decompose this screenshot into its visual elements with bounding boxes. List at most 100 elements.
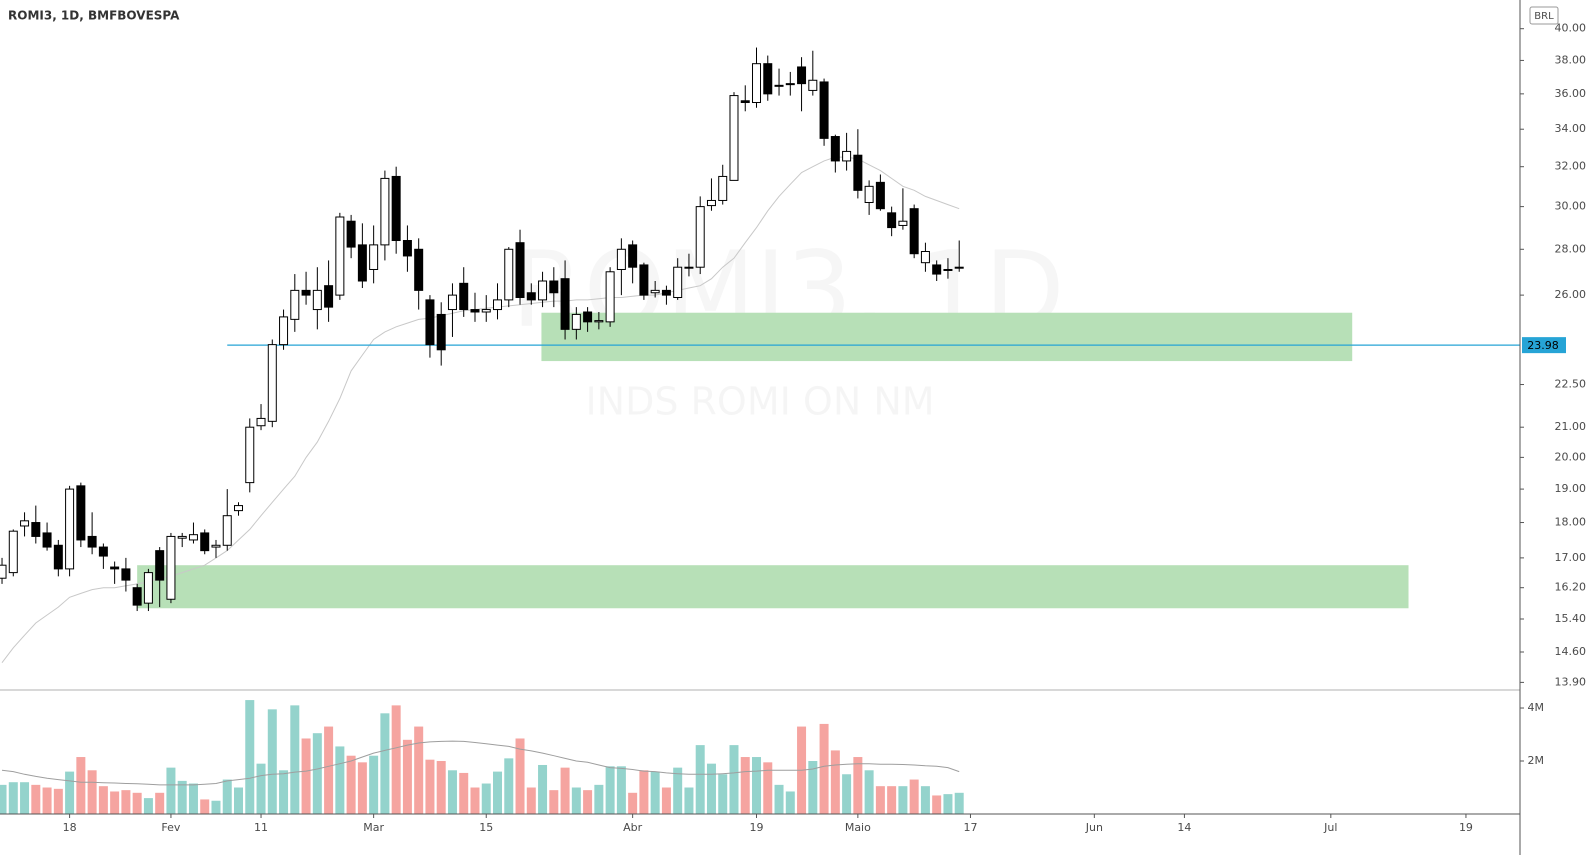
volume-bar	[245, 700, 255, 814]
volume-bar	[594, 784, 604, 814]
volume-bar	[425, 759, 435, 814]
support-zone	[541, 312, 1353, 362]
volume-bar	[436, 761, 446, 814]
price-line-badge	[1522, 337, 1566, 354]
candle-body	[853, 154, 863, 191]
candle-body	[808, 79, 818, 91]
candle-body	[211, 544, 221, 548]
candle-body	[842, 150, 852, 162]
candle-body	[357, 244, 367, 282]
volume-bar	[211, 800, 221, 814]
x-tick-label: 11	[254, 821, 268, 834]
candle-body	[447, 294, 457, 311]
volume-bar	[132, 792, 142, 814]
candle-body	[695, 206, 705, 268]
volume-bar	[267, 709, 277, 814]
candle-body	[459, 282, 469, 311]
candle-body	[256, 417, 266, 427]
candle-body	[31, 522, 41, 537]
volume-bar	[909, 779, 919, 814]
volume-bar	[752, 757, 762, 814]
candle-body	[819, 81, 829, 139]
y-tick-label: 30.00	[1555, 200, 1587, 213]
x-tick-label: 15	[479, 821, 493, 834]
candle-body	[177, 535, 187, 539]
volume-bar	[830, 750, 840, 814]
y-tick-label: 18.00	[1555, 516, 1587, 529]
volume-bar	[414, 726, 424, 814]
currency-box	[1529, 6, 1559, 25]
y-tick-label: 16.20	[1555, 581, 1587, 594]
candle-body	[391, 175, 401, 242]
volume-bar	[661, 787, 671, 814]
candle-body	[425, 299, 435, 346]
candle-body	[110, 566, 120, 570]
volume-bar	[920, 786, 930, 814]
volume-bar	[256, 763, 266, 814]
volume-bar	[605, 766, 615, 814]
support-zone	[137, 565, 1409, 609]
candle-body	[335, 216, 345, 296]
candle-body	[98, 546, 108, 557]
volume-bar	[740, 757, 750, 814]
volume-bar	[718, 774, 728, 814]
volume-bar	[954, 792, 964, 814]
x-tick-label: Maio	[845, 821, 871, 834]
x-tick-label: 17	[963, 821, 977, 834]
volume-bar	[819, 723, 829, 814]
watermark-subtitle: INDS ROMI ON NM	[585, 380, 934, 424]
x-tick-label: Abr	[623, 821, 643, 834]
candle-body	[605, 271, 615, 323]
candle-body	[8, 530, 18, 574]
volume-bar	[583, 790, 593, 814]
candle-body	[188, 534, 198, 541]
candle-body	[279, 316, 289, 346]
candle-body	[436, 313, 446, 351]
volume-bar	[875, 786, 885, 814]
candle-body	[549, 280, 559, 294]
volume-bar	[200, 799, 210, 814]
candle-body	[752, 63, 762, 104]
volume-bar	[695, 745, 705, 814]
volume-bar	[639, 770, 649, 814]
symbol-title: ROMI3, 1D, BMFBOVESPA	[8, 9, 180, 23]
volume-bar	[763, 762, 773, 814]
candle-body	[166, 535, 176, 600]
candle-body	[53, 544, 63, 570]
volume-bar	[279, 770, 289, 814]
price-line-label: 23.98	[1527, 339, 1559, 352]
candle-body	[729, 95, 739, 181]
candle-body	[954, 266, 964, 269]
y-tick-label: 20.00	[1555, 450, 1587, 463]
candle-body	[785, 83, 795, 86]
x-tick-label: 19	[1459, 821, 1473, 834]
x-tick-label: 14	[1177, 821, 1191, 834]
volume-bar	[391, 705, 401, 814]
candle-body	[661, 289, 671, 296]
y-tick-label: 28.00	[1555, 242, 1587, 255]
x-tick-label: Jul	[1323, 821, 1337, 834]
candle-body	[515, 242, 525, 298]
volume-bar	[628, 792, 638, 814]
candle-body	[684, 266, 694, 269]
candle-body	[526, 292, 536, 301]
candle-body	[267, 344, 277, 422]
candle-body	[132, 587, 142, 606]
candle-body	[650, 289, 660, 294]
candle-body	[571, 313, 581, 330]
volume-bar	[774, 784, 784, 814]
volume-bar	[8, 782, 18, 814]
volume-bar	[887, 786, 897, 814]
volume-bar	[65, 771, 75, 814]
volume-bar	[380, 713, 390, 814]
candle-body	[301, 289, 311, 296]
volume-bar	[729, 745, 739, 814]
candle-body	[222, 515, 232, 546]
x-tick-label: 19	[750, 821, 764, 834]
candle-body	[470, 309, 480, 313]
candle-body	[200, 532, 210, 552]
candle-body	[538, 280, 548, 301]
plot-layer	[0, 47, 1520, 814]
volume-bar	[98, 786, 108, 814]
